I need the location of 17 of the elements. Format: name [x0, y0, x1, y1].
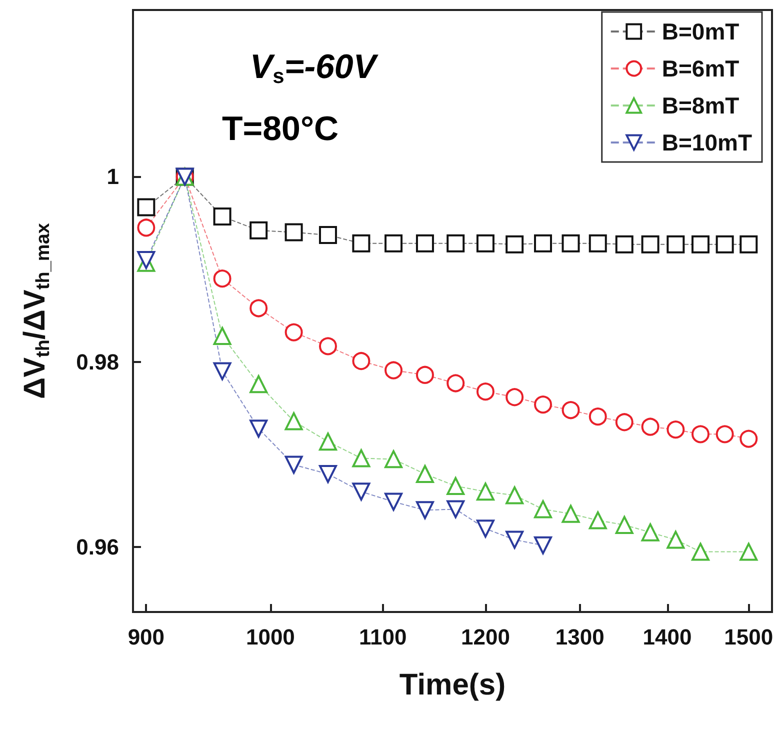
x-tick-label: 900 — [128, 624, 165, 650]
x-tick-label: 1500 — [724, 624, 774, 650]
x-tick-label: 1000 — [246, 624, 295, 650]
x-tick-label: 1200 — [460, 624, 510, 650]
legend-label: B=6mT — [662, 56, 740, 82]
x-tick-label: 1300 — [555, 624, 604, 650]
legend-label: B=0mT — [662, 18, 740, 44]
y-tick-label: 0.98 — [76, 349, 119, 374]
x-axis-title: Time(s) — [399, 668, 506, 702]
annotation: T=80°C — [222, 110, 339, 148]
legend-label: B=10mT — [662, 130, 752, 156]
y-tick-label: 0.96 — [76, 534, 119, 560]
x-tick-label: 1400 — [642, 624, 692, 650]
y-tick-label: 1 — [106, 164, 119, 190]
x-tick-label: 1100 — [358, 624, 407, 650]
legend-label: B=8mT — [662, 92, 740, 118]
y-axis-title: ΔVth/ΔVth_max — [18, 222, 54, 399]
